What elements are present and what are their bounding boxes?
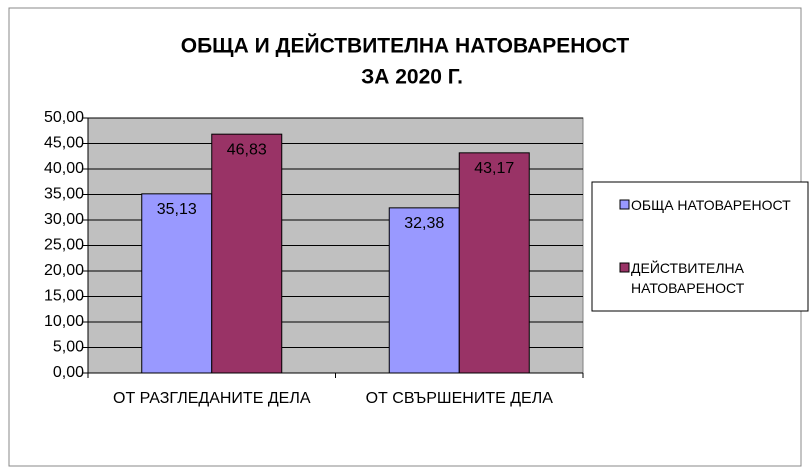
legend-swatch — [619, 199, 630, 210]
x-tick-label: ОТ РАЗГЛЕДАНИТЕ ДЕЛА — [113, 390, 311, 407]
legend-label: ДЕЙСТВИТЕЛНА НАТОВАРЕНОСТ — [631, 260, 745, 296]
x-tick-label: ОТ СВЪРШЕНИТЕ ДЕЛА — [365, 390, 553, 407]
legend-swatch — [619, 262, 630, 273]
value-label: 46,83 — [227, 141, 267, 158]
bar — [211, 133, 283, 374]
bar — [458, 152, 530, 374]
value-label: 35,13 — [157, 201, 197, 218]
y-tick-label: 30,00 — [44, 211, 84, 228]
value-label: 43,17 — [474, 160, 514, 177]
y-tick-label: 0,00 — [53, 364, 84, 381]
y-tick-label: 20,00 — [44, 262, 84, 279]
y-tick-label: 50,00 — [44, 109, 84, 126]
y-tick-label: 45,00 — [44, 135, 84, 152]
y-tick-label: 40,00 — [44, 160, 84, 177]
chart-title: ЗА 2020 Г. — [361, 66, 463, 89]
y-tick-label: 10,00 — [44, 313, 84, 330]
y-tick-label: 15,00 — [44, 288, 84, 305]
bar — [388, 207, 460, 374]
legend-label: ОБЩА НАТОВАРЕНОСТ — [631, 197, 791, 213]
bar — [141, 193, 213, 374]
y-tick-label: 5,00 — [53, 339, 84, 356]
y-tick-label: 35,00 — [44, 186, 84, 203]
y-tick-label: 25,00 — [44, 237, 84, 254]
value-label: 32,38 — [404, 215, 444, 232]
chart-title: ОБЩА И ДЕЙСТВИТЕЛНА НАТОВАРЕНОСТ — [181, 34, 630, 58]
